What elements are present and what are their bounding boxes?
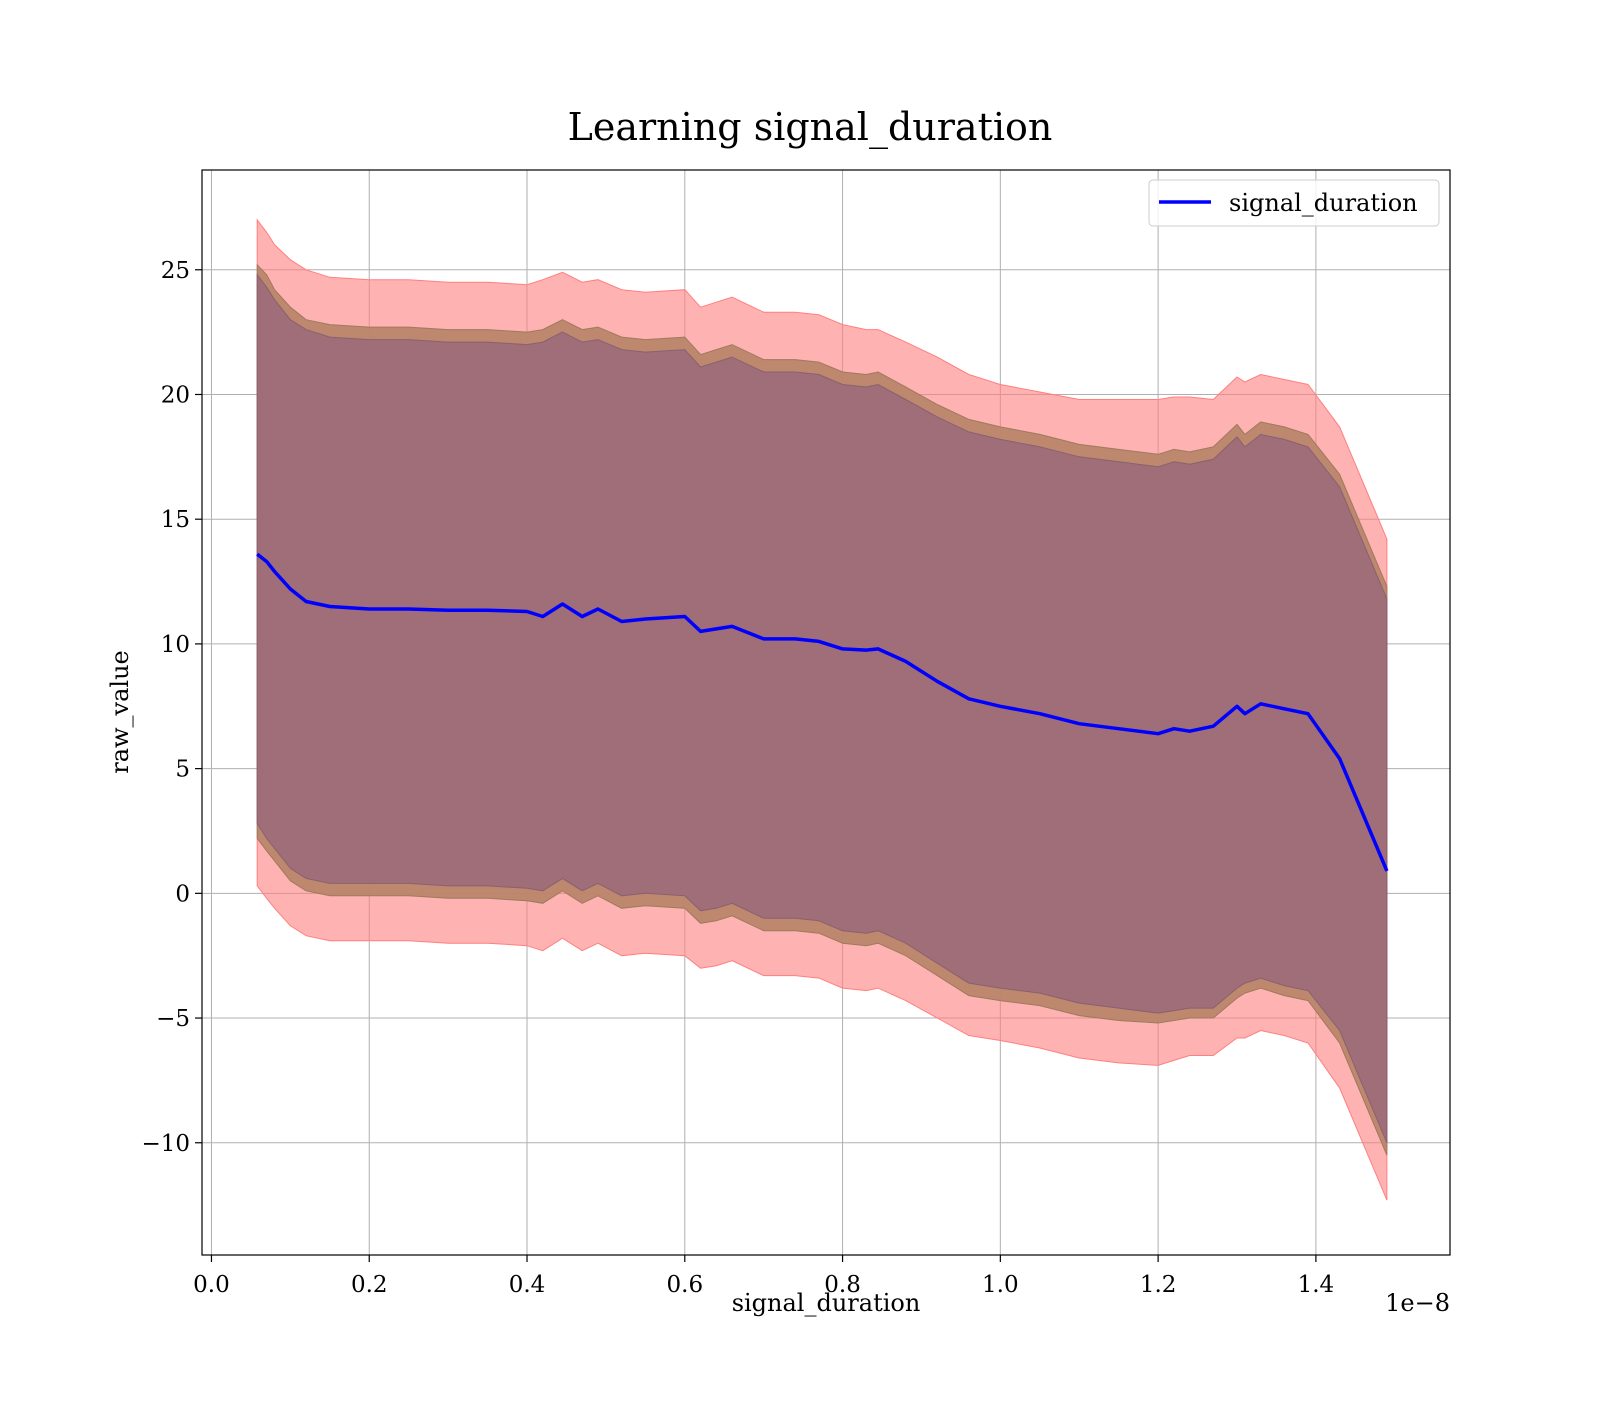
legend-box — [1148, 179, 1440, 227]
y-tick-label-2: 0 — [175, 881, 190, 907]
x-tick-label-6: 1.2 — [1140, 1272, 1177, 1298]
x-axis-ticks: 0.0 0.2 0.4 0.6 0.8 1.0 1.2 1.4 — [193, 1255, 1334, 1298]
x-tick-label-4: 0.8 — [824, 1272, 861, 1298]
y-tick-label-5: 15 — [161, 507, 190, 533]
x-tick-label-5: 1.0 — [982, 1272, 1019, 1298]
y-axis-ticks: −10 −5 0 5 10 15 20 25 — [141, 258, 202, 1157]
y-tick-label-3: 5 — [175, 757, 190, 783]
band-inner — [256, 273, 1388, 1143]
y-tick-label-7: 25 — [161, 258, 190, 284]
x-tick-label-1: 0.2 — [351, 1272, 388, 1298]
y-tick-label-4: 10 — [161, 632, 190, 658]
chart-legend: signal_duration — [1148, 179, 1440, 227]
x-tick-label-2: 0.4 — [509, 1272, 546, 1298]
plot-frame — [201, 169, 1451, 1256]
x-tick-label-0: 0.0 — [193, 1272, 230, 1298]
y-tick-label-1: −5 — [156, 1006, 190, 1032]
x-tick-label-7: 1.4 — [1298, 1272, 1335, 1298]
x-axis-label: signal_duration — [732, 1289, 921, 1317]
series-line-signal-duration — [256, 552, 1389, 872]
y-tick-label-6: 20 — [161, 382, 190, 408]
series-lines — [256, 552, 1389, 872]
x-axis-offset-label: 1e−8 — [1385, 1289, 1450, 1317]
legend-label-signal-duration: signal_duration — [1229, 189, 1418, 217]
chart-title: Learning signal_duration — [568, 105, 1053, 150]
y-tick-label-0: −10 — [141, 1131, 190, 1157]
confidence-bands — [256, 218, 1388, 1201]
x-tick-label-3: 0.6 — [667, 1272, 704, 1298]
y-axis-label: raw_value — [106, 650, 134, 774]
